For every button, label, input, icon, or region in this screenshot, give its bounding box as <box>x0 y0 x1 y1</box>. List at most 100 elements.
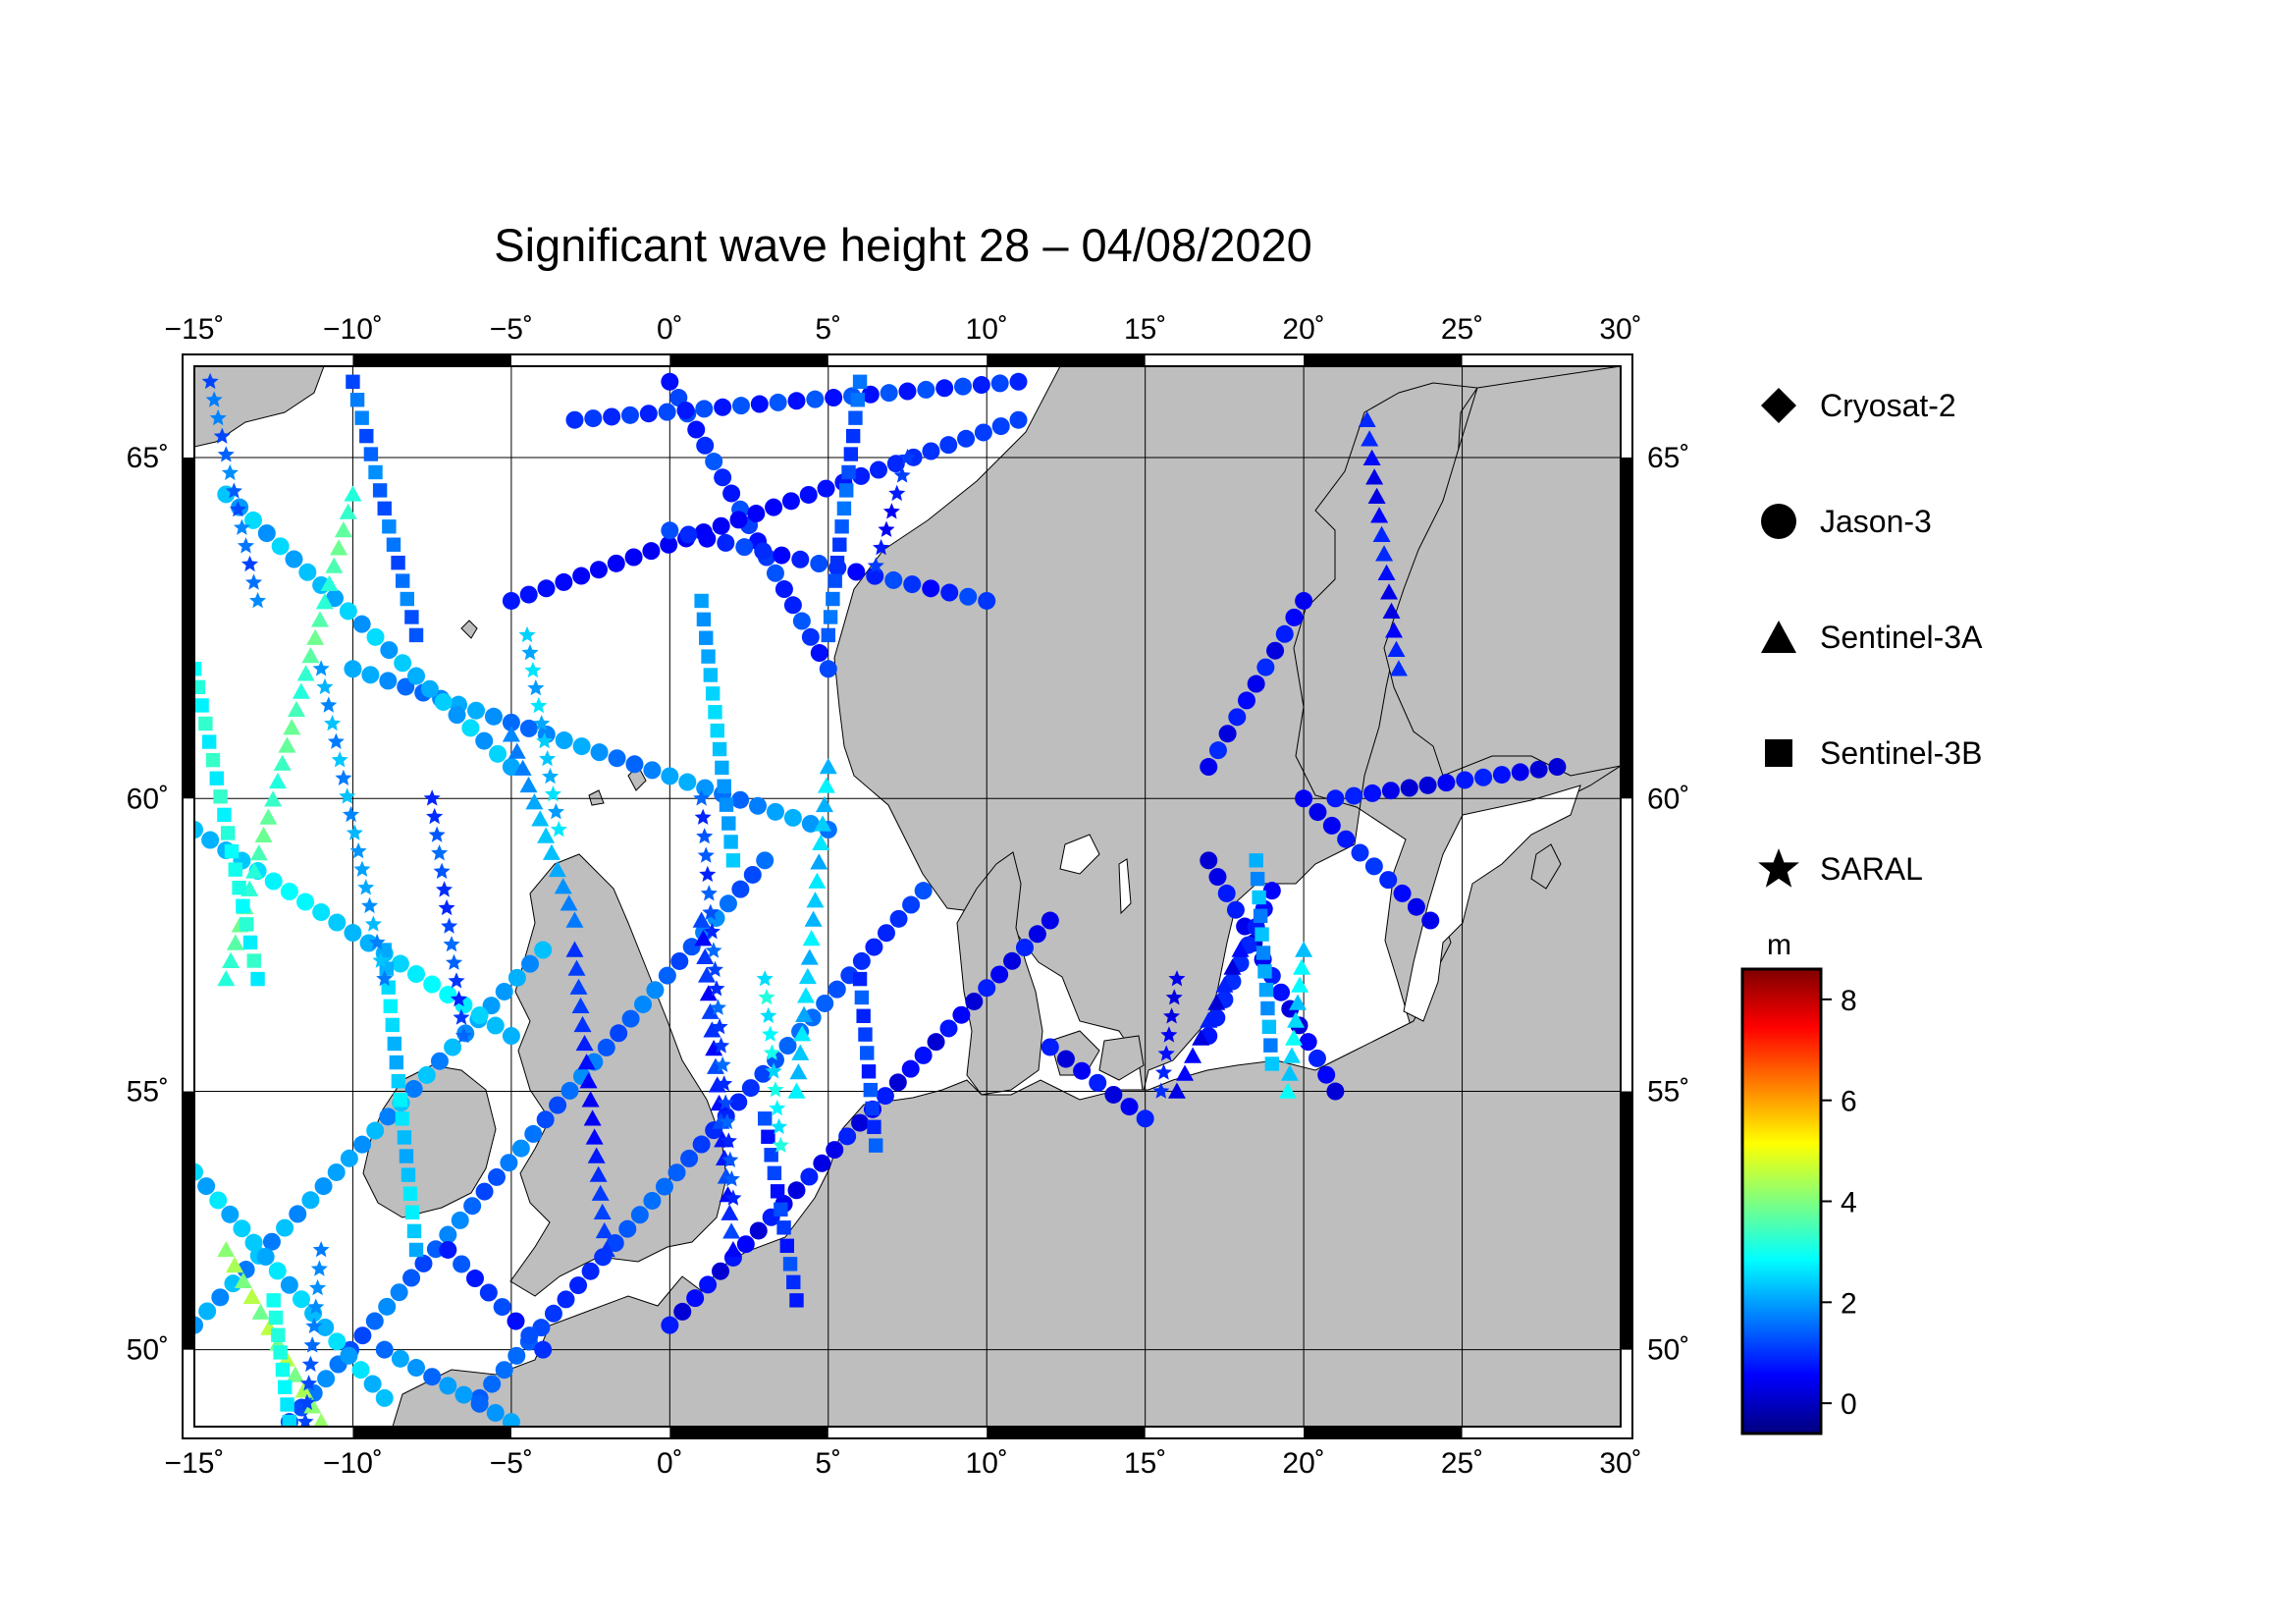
saral-point <box>888 484 906 502</box>
star-icon <box>1757 847 1800 891</box>
sentinel-3b-point <box>408 1242 424 1258</box>
saral-point <box>873 539 890 556</box>
sentinel-3b-point <box>1258 982 1274 998</box>
sentinel-3b-point <box>843 447 859 461</box>
jason-3-point <box>1208 868 1227 887</box>
sentinel-3b-point <box>205 752 221 768</box>
sentinel-3b-point <box>404 1205 420 1219</box>
jason-3-point <box>244 1233 263 1252</box>
jason-3-point <box>301 1191 320 1210</box>
sentinel-3a-point <box>699 985 718 1001</box>
saral-point <box>542 768 560 784</box>
legend-label: Jason-3 <box>1820 503 1932 539</box>
jason-3-point <box>643 761 662 780</box>
jason-3-point <box>257 524 276 543</box>
jason-3-point <box>731 880 750 898</box>
jason-3-point <box>268 1262 287 1280</box>
lat-tick-left: 60˚ <box>127 783 169 815</box>
jason-3-point <box>903 575 922 594</box>
jason-3-point <box>661 521 679 540</box>
saral-point <box>706 960 723 977</box>
legend-item-saral: SARAL <box>1757 844 1923 893</box>
sentinel-3a-point <box>573 1015 592 1033</box>
sentinel-3b-point <box>1260 1001 1275 1016</box>
jason-3-point <box>1529 760 1548 779</box>
jason-3-point <box>1437 774 1456 792</box>
jason-3-point <box>495 1361 513 1380</box>
sentinel-3a-point <box>597 1240 615 1258</box>
saral-point <box>758 988 775 1005</box>
jason-3-point <box>1511 763 1529 782</box>
jason-3-point <box>799 485 818 504</box>
jason-3-point <box>608 749 626 768</box>
sentinel-3b-point <box>400 1167 416 1182</box>
sentinel-3b-point <box>863 1082 879 1098</box>
saral-point <box>320 696 338 713</box>
sentinel-3b-point <box>1255 927 1269 942</box>
jason-3-point <box>1393 884 1412 902</box>
jason-3-point <box>430 1052 449 1070</box>
sentinel-3b-point <box>723 835 738 849</box>
saral-point <box>454 1027 472 1044</box>
jason-3-point <box>475 731 494 750</box>
jason-3-point <box>1421 911 1440 930</box>
lon-tick-top: 15˚ <box>1124 313 1166 346</box>
circle-icon <box>1757 500 1800 543</box>
jason-3-point <box>717 533 735 552</box>
sentinel-3a-point <box>1278 1082 1297 1099</box>
lake-vattern <box>1118 858 1132 915</box>
sentinel-3b-point <box>823 610 838 624</box>
land-mass <box>194 366 1621 1427</box>
sentinel-3a-point <box>537 827 556 843</box>
jason-3-point <box>407 667 426 685</box>
saral-point <box>721 1151 739 1167</box>
jason-3-point <box>1256 658 1275 676</box>
sentinel-3b-point <box>829 555 845 570</box>
sentinel-3a-point <box>531 810 550 827</box>
saral-point <box>443 936 460 952</box>
sentinel-3b-point <box>767 1165 782 1180</box>
sentinel-3b-point <box>694 593 709 609</box>
saral-point <box>349 842 367 859</box>
sentinel-3a-point <box>264 790 283 807</box>
sentinel-3b-point <box>406 1223 422 1239</box>
sentinel-3b-point <box>395 1111 410 1126</box>
chart-title: Significant wave height 28 – 04/08/2020 <box>494 219 1312 271</box>
jason-3-point <box>379 1108 398 1126</box>
jason-3-point <box>581 1262 600 1280</box>
jason-3-point <box>483 1375 502 1393</box>
satellite-tracks <box>194 372 1567 1427</box>
sentinel-3a-point <box>1377 564 1396 580</box>
jason-3-point <box>1136 1109 1154 1128</box>
jason-3-point <box>729 1093 748 1111</box>
legend-item-cryosat-2: Cryosat-2 <box>1757 381 1956 430</box>
sentinel-3b-point <box>789 1293 804 1308</box>
jason-3-point <box>1295 591 1313 610</box>
saral-point <box>310 1260 328 1276</box>
sentinel-3a-point <box>800 948 819 965</box>
sentinel-3a-point <box>507 742 526 759</box>
sentinel-3a-point <box>812 834 830 851</box>
jason-3-point <box>353 1326 372 1345</box>
jason-3-point <box>524 1124 543 1143</box>
sentinel-3b-point <box>856 1008 871 1023</box>
frame-bar-right <box>1621 457 1632 799</box>
jason-3-point <box>1247 675 1265 693</box>
sentinel-3a-point <box>288 700 306 718</box>
sentinel-3a-point <box>1215 976 1234 993</box>
sentinel-3b-point <box>236 898 250 913</box>
saral-point <box>521 643 539 661</box>
jason-3-point <box>1317 1065 1336 1084</box>
jason-3-point <box>978 979 996 998</box>
jason-3-point <box>465 1270 484 1288</box>
saral-point <box>307 1298 325 1315</box>
jason-3-point <box>658 966 676 985</box>
jason-3-point <box>1272 983 1291 1001</box>
saral-point <box>301 1355 319 1373</box>
jason-3-point <box>486 1016 505 1035</box>
saral-point <box>376 970 394 987</box>
jason-3-point <box>271 537 290 556</box>
jason-3-point <box>444 1038 462 1056</box>
saral-point <box>772 1136 789 1153</box>
jason-3-point <box>201 831 220 849</box>
